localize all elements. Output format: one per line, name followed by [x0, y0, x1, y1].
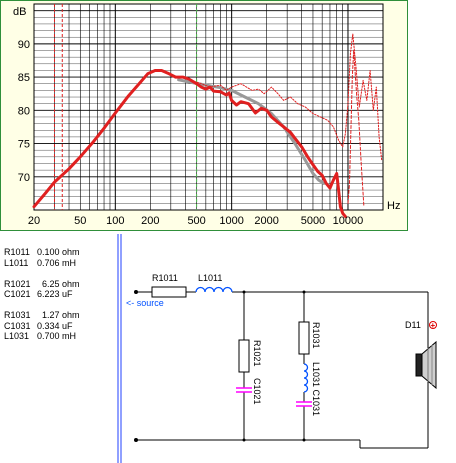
- label-r1011: R1011: [152, 273, 178, 283]
- source-terminal-bottom: [134, 438, 138, 442]
- inductor-l1011: [195, 286, 233, 293]
- x-axis-label: Hz: [387, 200, 400, 212]
- plot-area: [33, 3, 384, 211]
- component-value: 0.700 mH: [37, 331, 77, 341]
- y-tick-label: 80: [18, 105, 30, 117]
- series-line: [347, 50, 365, 208]
- x-tick-label: 5000: [301, 215, 325, 227]
- component-name: R1011: [4, 247, 30, 257]
- component-name: C1031: [4, 320, 31, 331]
- component-row-c1021: C1021 6.223 uF: [4, 289, 114, 300]
- y-tick-label: 75: [18, 139, 30, 151]
- x-tick-label: 200: [141, 215, 159, 227]
- component-name: L1011: [4, 257, 29, 268]
- component-row-r1011: R1011 0.100 ohm: [4, 247, 114, 258]
- y-tick-label: 90: [18, 39, 30, 51]
- y-tick-label: 70: [18, 172, 30, 184]
- label-l1031-c1031: L1031 C1031: [311, 362, 321, 416]
- resistor-r1011: [151, 286, 187, 298]
- component-value: 1.27 ohm: [37, 310, 80, 320]
- component-row-l1031: L1031 0.700 mH: [4, 331, 114, 342]
- label-l1011: L1011: [198, 273, 222, 283]
- series-line: [32, 69, 347, 219]
- x-tick-label: 100: [106, 215, 124, 227]
- component-value: 0.100 ohm: [37, 247, 80, 257]
- plus-sign: +: [431, 321, 436, 330]
- component-name: C1021: [4, 289, 31, 299]
- junction-dot: [242, 290, 246, 294]
- component-row-c1031: C1031 0.334 uF: [4, 321, 114, 332]
- label-r1031: R1031: [311, 322, 321, 349]
- x-tick-label: 50: [74, 215, 86, 227]
- source-label: <- source: [126, 298, 164, 308]
- junction-dot: [302, 290, 306, 294]
- junction-dot: [242, 438, 246, 442]
- label-c1021: C1021: [252, 378, 262, 405]
- series-line: [190, 33, 383, 161]
- component-value: 6.25 ohm: [37, 278, 80, 289]
- x-tick-label: 2000: [254, 215, 278, 227]
- x-tick-label: 1000: [219, 215, 243, 227]
- component-value: 0.334 uF: [37, 320, 73, 331]
- wires: [136, 291, 429, 449]
- component-name: L1031: [4, 331, 30, 341]
- resistor-r1021: [238, 339, 250, 373]
- component-row-l1011: L1011 0.706 mH: [4, 258, 114, 269]
- plus-terminal-icon: [429, 321, 437, 329]
- inductor-l1031: [303, 363, 309, 393]
- y-axis-label: dB: [13, 6, 26, 18]
- x-tick-label: 500: [187, 215, 205, 227]
- speaker-d11-icon: [415, 340, 437, 390]
- label-r1021: R1021: [252, 340, 262, 367]
- label-d11: D11: [405, 320, 421, 330]
- x-tick-label: 20: [28, 215, 40, 227]
- component-row-r1031: R1031 1.27 ohm: [4, 310, 114, 321]
- x-tick-label: 10000: [333, 215, 364, 227]
- component-value: 6.223 uF: [37, 289, 73, 299]
- source-terminal-top: [134, 290, 138, 294]
- junction-dot: [302, 438, 306, 442]
- y-tick-label: 85: [18, 72, 30, 84]
- component-value-list: R1011 0.100 ohm L1011 0.706 mH R1021 6.2…: [4, 247, 114, 342]
- component-name: R1021: [4, 278, 31, 289]
- resistor-r1031: [298, 321, 310, 355]
- component-value: 0.706 mH: [37, 257, 77, 268]
- component-name: R1031: [4, 310, 31, 320]
- component-row-r1021: R1021 6.25 ohm: [4, 279, 114, 290]
